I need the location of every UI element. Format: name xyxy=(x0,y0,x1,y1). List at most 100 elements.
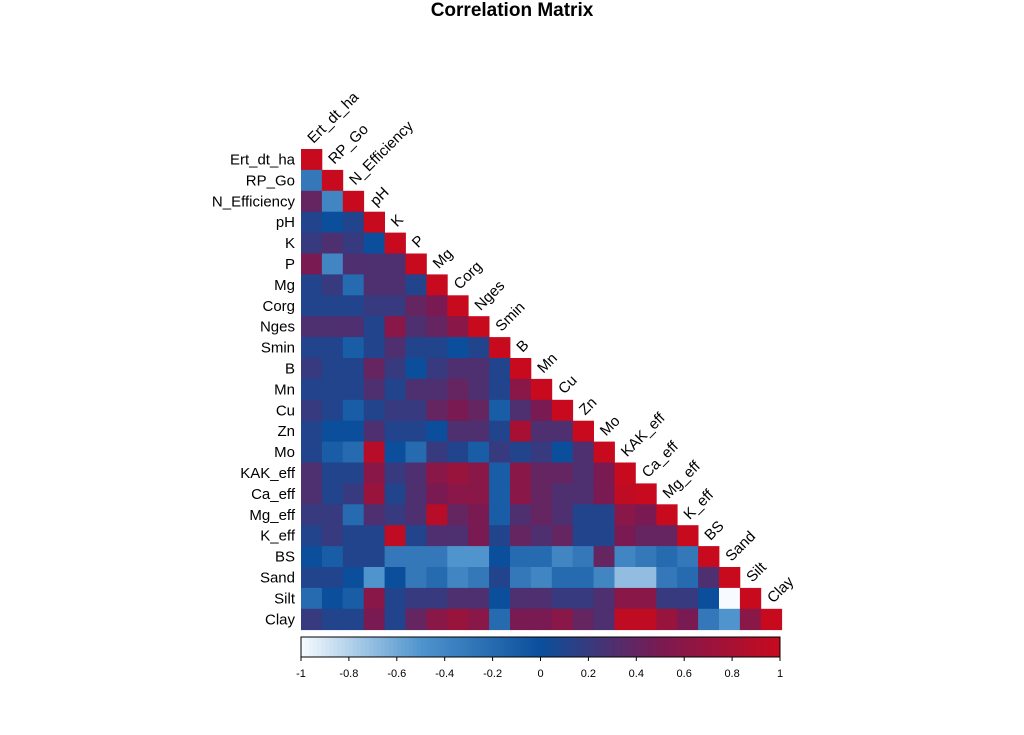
colorbar-segment xyxy=(704,637,709,657)
colorbar-segment xyxy=(616,637,621,657)
heatmap-cell-Sand-Mg xyxy=(426,567,448,589)
colorbar-segment xyxy=(720,637,725,657)
heatmap-cell-Mo-Smin xyxy=(489,441,511,463)
heatmap-cell-Clay-Mg_eff xyxy=(656,608,678,631)
colorbar-segment xyxy=(592,637,597,657)
heatmap-cell-Cu-Mn xyxy=(530,399,553,422)
colorbar-segment xyxy=(452,637,458,657)
colorbar-segment xyxy=(688,637,693,657)
heatmap-cell-KAK_eff-Ert_dt_ha xyxy=(301,462,323,484)
heatmap-cell-Ca_eff-Zn xyxy=(572,483,594,505)
colorbar-segment xyxy=(468,637,474,657)
heatmap-cell-Ca_eff-Mg xyxy=(426,483,448,505)
heatmap-cell-Sand-Cu xyxy=(551,567,574,589)
colorbar-segment xyxy=(748,637,753,657)
heatmap-cell-Cu-K xyxy=(384,399,406,422)
heatmap-cell-Ca_eff-K xyxy=(384,483,406,505)
heatmap-cell-Sand-B xyxy=(510,567,532,589)
heatmap-cell-Smin-Mg xyxy=(426,337,448,359)
heatmap-cell-KAK_eff-pH xyxy=(363,462,385,484)
heatmap-cell-Corg-Ert_dt_ha xyxy=(301,295,323,317)
heatmap-cell-Silt-Mn xyxy=(530,587,553,610)
colorbar-segment xyxy=(332,637,338,657)
colorbar-segment xyxy=(456,637,462,657)
heatmap-cell-Smin-P xyxy=(405,337,427,359)
column-label: Sand xyxy=(722,528,759,565)
colorbar-segment xyxy=(572,637,577,657)
colorbar-segment xyxy=(664,637,669,657)
colorbar-segment xyxy=(768,637,773,657)
column-label: Cu xyxy=(555,372,581,398)
row-label: K_eff xyxy=(260,528,296,545)
heatmap-cell-N_Efficiency-RP_Go xyxy=(321,190,344,213)
colorbar-segment xyxy=(736,637,741,657)
heatmap-cell-BS-Cu xyxy=(551,546,574,568)
heatmap-cell-Zn-N_Efficiency xyxy=(342,420,365,442)
heatmap-cell-Nges-Nges xyxy=(468,316,490,338)
heatmap-cell-Clay-pH xyxy=(363,608,385,631)
heatmap-cell-B-Mg xyxy=(426,358,448,380)
colorbar-segment xyxy=(480,637,486,657)
colorbar-segment xyxy=(564,637,569,657)
heatmap-cell-Clay-K_eff xyxy=(677,608,699,631)
colorbar-segment xyxy=(756,637,761,657)
colorbar-segment xyxy=(608,637,613,657)
colorbar-segment xyxy=(488,637,494,657)
colorbar-segment xyxy=(660,637,665,657)
heatmap-cell-Clay-RP_Go xyxy=(321,608,344,631)
row-label: B xyxy=(285,360,295,377)
row-label: P xyxy=(285,256,295,273)
heatmap-cell-Mn-Ert_dt_ha xyxy=(301,378,323,401)
heatmap-cell-pH-pH xyxy=(363,211,385,233)
heatmap-cell-BS-B xyxy=(510,546,532,568)
heatmap-cell-B-K xyxy=(384,358,406,380)
heatmap-cell-Silt-P xyxy=(405,587,427,610)
row-label: RP_Go xyxy=(246,172,295,189)
heatmap-cell-Sand-Mn xyxy=(530,567,553,589)
colorbar-segment xyxy=(588,637,593,657)
colorbar-segment xyxy=(380,637,386,657)
colorbar-segment xyxy=(644,637,649,657)
heatmap-cell-Silt-Sand xyxy=(719,587,741,610)
heatmap-cell-Silt-KAK_eff xyxy=(614,587,636,610)
heatmap-cell-KAK_eff-RP_Go xyxy=(321,462,344,484)
heatmap-cell-Mo-Nges xyxy=(468,441,490,463)
colorbar-segment xyxy=(536,637,541,657)
heatmap-cell-K_eff-KAK_eff xyxy=(614,525,636,547)
heatmap-cell-Clay-Mg xyxy=(426,608,448,631)
colorbar-segment xyxy=(301,637,306,657)
heatmap-cell-Silt-Ert_dt_ha xyxy=(301,587,323,610)
heatmap-cell-B-pH xyxy=(363,358,385,380)
colorbar-segment xyxy=(320,637,326,657)
heatmap-cell-Mn-RP_Go xyxy=(321,378,344,401)
colorbar-segment xyxy=(304,637,310,657)
colorbar-segment xyxy=(600,637,605,657)
colorbar-segment xyxy=(336,637,342,657)
heatmap-cell-Cu-Mg xyxy=(426,399,448,422)
heatmap-cell-Zn-Nges xyxy=(468,420,490,442)
colorbar-segment xyxy=(476,637,482,657)
heatmap-cell-Silt-Silt xyxy=(739,587,762,610)
colorbar-segment xyxy=(400,637,406,657)
colorbar-segment xyxy=(596,637,601,657)
chart-title: Correlation Matrix xyxy=(430,0,594,21)
colorbar-segment xyxy=(772,637,777,657)
row-label: Mg_eff xyxy=(249,507,295,524)
heatmap-cell-Mg_eff-Smin xyxy=(489,504,511,526)
colorbar-segment xyxy=(496,637,502,657)
colorbar-segment xyxy=(460,637,466,657)
heatmap-cell-Cu-B xyxy=(510,399,532,422)
heatmap-cell-Mn-K xyxy=(384,378,406,401)
column-label: P xyxy=(409,232,428,251)
heatmap-cell-Mo-Cu xyxy=(551,441,574,463)
heatmap-cell-KAK_eff-K xyxy=(384,462,406,484)
heatmap-cell-Silt-Ca_eff xyxy=(635,587,657,610)
colorbar-segment xyxy=(580,637,585,657)
heatmap-cell-Nges-N_Efficiency xyxy=(342,316,365,338)
heatmap-cell-BS-Mg xyxy=(426,546,448,568)
heatmap-cell-Silt-Mo xyxy=(593,587,615,610)
heatmap-cell-BS-P xyxy=(405,546,427,568)
heatmap-cell-Mg-P xyxy=(405,274,427,296)
heatmap-cell-Cu-Ert_dt_ha xyxy=(301,399,323,422)
